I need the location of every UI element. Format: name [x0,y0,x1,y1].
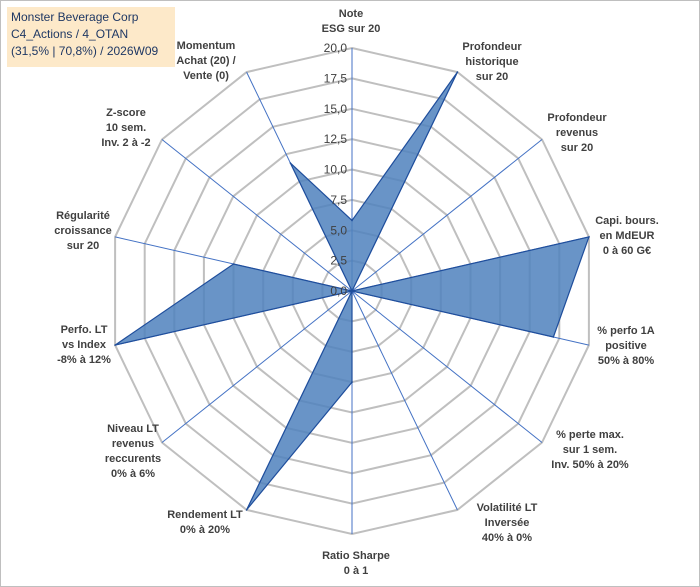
data-point [552,336,555,338]
axis-label-line: positive [605,340,647,352]
axis-label-line: Capi. bours. [595,215,659,227]
axis-label-line: Inv. 2 à -2 [101,137,150,149]
axis-label-line: Note [339,8,363,20]
axis-spoke [351,290,543,443]
axis-label-line: en MdEUR [600,230,655,242]
axis-label: Ratio Sharpe 0 à 1 [322,550,390,577]
data-point [114,344,116,346]
axis-label-line: historique [465,56,518,68]
axis-label-line: Niveau LT [107,423,159,435]
axis-label-line: 0% à 20% [180,524,230,536]
axis-label-line: sur 1 sem. [563,444,617,456]
radial-tick-label: 0,0 [330,284,347,298]
axis-label-line: Achat (20) / [176,55,235,67]
axis-label-line: revenus [112,438,154,450]
radial-tick-label: 17,5 [324,71,348,85]
axis-label: Profondeur revenus sur 20 [547,112,607,154]
axis-spoke [351,290,458,511]
axis-spoke [161,290,353,443]
axis-label-line: croissance [54,225,111,237]
axis-label-line: Inv. 50% à 20% [551,459,629,471]
data-point [351,290,353,292]
title-line-1: Monster Beverage Corp [11,10,139,24]
axis-label-line: 10 sem. [106,122,146,134]
axis-label-line: 0% à 6% [111,468,155,480]
data-point [245,509,248,511]
radial-tick-label: 20,0 [324,41,348,55]
axis-label: Volatilité LT Inversée 40% à 0% [477,502,538,544]
radial-tick-label: 5,0 [330,223,347,237]
radial-tick-label: 10,0 [324,163,348,177]
axis-label-line: revenus [556,127,598,139]
title-line-2: C4_Actions / 4_OTAN [11,27,129,41]
axis-label-line: 50% à 80% [598,355,654,367]
radial-tick-label: 12,5 [324,132,348,146]
axis-label-line: Vente (0) [183,70,229,82]
axis-label-line: sur 20 [67,240,99,252]
axis-label-line: % perfo 1A [597,325,655,337]
axis-label: % perte max. sur 1 sem. Inv. 50% à 20% [551,429,629,471]
title-line-3: (31,5% | 70,8%) / 2026W09 [11,44,159,58]
axis-label: Rendement LT 0% à 20% [167,509,243,536]
axis-label: % perfo 1A positive 50% à 80% [597,325,655,367]
axis-label-line: Ratio Sharpe [322,550,390,562]
axis-label-line: Momentum [177,40,236,52]
axis-spoke [161,139,353,292]
radial-tick-label: 15,0 [324,102,348,116]
data-point [351,381,353,383]
axis-label: Capi. bours. en MdEUR 0 à 60 G€ [595,215,659,257]
axis-label-line: vs Index [62,339,107,351]
axis-label-line: Rendement LT [167,509,243,521]
axis-label-line: 0 à 1 [344,565,368,577]
axis-label: Perfo. LT vs Index -8% à 12% [57,324,111,366]
axis-label: Niveau LT revenus reccurents 0% à 6% [105,423,161,480]
axis-label-line: -8% à 12% [57,354,111,366]
axis-spoke [351,139,543,292]
radial-tick-label: 7,5 [330,193,347,207]
data-point [456,71,459,73]
data-point [289,162,292,164]
data-point [232,263,235,265]
axis-label-line: Volatilité LT [477,502,538,514]
axis-label-line: Z-score [106,107,146,119]
axis-label-line: Profondeur [547,112,607,124]
axis-label: Régularité croissance sur 20 [54,210,111,252]
axis-label: Note ESG sur 20 [322,8,381,35]
axis-label-line: reccurents [105,453,161,465]
radial-tick-label: 2,5 [330,254,347,268]
axis-label-line: Perfo. LT [61,324,108,336]
axis-label-line: 0 à 60 G€ [603,245,651,257]
data-point [588,236,590,238]
chart-title-box: Monster Beverage Corp C4_Actions / 4_OTA… [7,7,175,67]
data-point [351,219,353,222]
axis-label-line: Régularité [56,210,110,222]
axis-label-line: Inversée [485,517,530,529]
axis-label-line: % perte max. [556,429,624,441]
axis-label: Z-score 10 sem. Inv. 2 à -2 [101,107,150,149]
axis-label: Momentum Achat (20) / Vente (0) [176,40,235,82]
axis-label-line: ESG sur 20 [322,23,381,35]
axis-label-line: 40% à 0% [482,532,532,544]
axis-label: Profondeur historique sur 20 [462,41,522,83]
axis-label-line: sur 20 [476,71,508,83]
axis-label-line: Profondeur [462,41,522,53]
axis-label-line: sur 20 [561,142,593,154]
